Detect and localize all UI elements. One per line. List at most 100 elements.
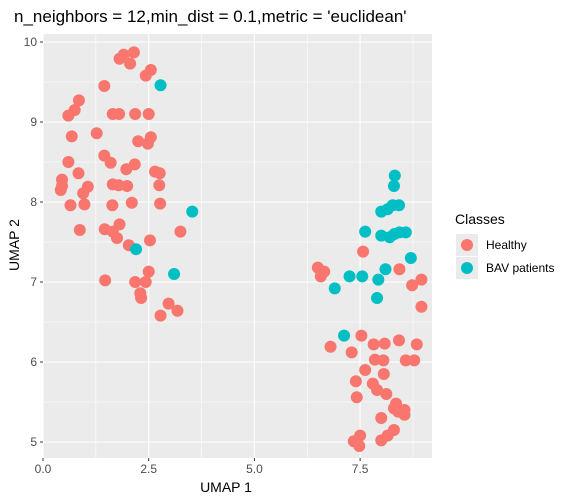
- point-healthy: [124, 57, 137, 70]
- point-healthy: [127, 46, 140, 59]
- point-healthy: [415, 300, 428, 313]
- y-tick-label: 9: [30, 115, 37, 129]
- point-healthy: [142, 265, 155, 278]
- point-healthy: [120, 163, 133, 176]
- x-tick-label: 0.0: [35, 462, 52, 476]
- point-healthy: [129, 276, 142, 288]
- point-healthy: [314, 270, 327, 283]
- point-healthy: [54, 184, 67, 196]
- point-bav-patients: [328, 282, 341, 295]
- legend-label-healthy: Healthy: [486, 238, 527, 252]
- point-healthy: [347, 435, 360, 448]
- point-bav-patients: [388, 169, 401, 182]
- point-healthy: [113, 108, 126, 120]
- point-bav-patients: [359, 225, 372, 238]
- point-healthy: [371, 384, 384, 396]
- point-bav-patients: [393, 199, 406, 212]
- plot-panel: [43, 34, 432, 458]
- y-axis-title: UMAP 2: [6, 219, 22, 271]
- point-healthy: [77, 187, 90, 200]
- point-healthy: [367, 338, 380, 351]
- point-healthy: [139, 276, 152, 288]
- data-points: [54, 46, 428, 452]
- point-bav-patients: [168, 268, 181, 280]
- point-healthy: [174, 225, 187, 238]
- point-healthy: [135, 292, 148, 304]
- y-tick-label: 8: [30, 195, 37, 209]
- point-healthy: [408, 354, 421, 367]
- point-healthy: [377, 368, 390, 380]
- x-tick-label: 2.5: [140, 462, 157, 476]
- point-healthy: [415, 273, 428, 286]
- point-bav-patients: [399, 226, 412, 239]
- point-healthy: [72, 94, 85, 107]
- point-healthy: [359, 364, 372, 376]
- point-healthy: [171, 304, 184, 317]
- point-healthy: [132, 135, 145, 148]
- point-healthy: [113, 52, 126, 65]
- point-healthy: [399, 354, 412, 367]
- point-healthy: [393, 334, 406, 347]
- point-healthy: [143, 234, 156, 247]
- x-tick-label: 7.5: [352, 462, 369, 476]
- point-healthy: [153, 179, 166, 192]
- point-healthy: [90, 127, 103, 140]
- point-healthy: [153, 167, 166, 180]
- legend-key-healthy: [461, 239, 473, 251]
- point-healthy: [406, 279, 419, 292]
- point-bav-patients: [379, 263, 392, 276]
- chart-title: n_neighbors = 12,min_dist = 0.1,metric =…: [14, 7, 407, 26]
- point-bav-patients: [130, 243, 143, 256]
- point-bav-patients: [387, 180, 400, 192]
- point-bav-patients: [343, 270, 356, 283]
- point-healthy: [110, 232, 123, 244]
- point-bav-patients: [356, 270, 369, 283]
- point-healthy: [357, 245, 370, 258]
- point-healthy: [104, 156, 117, 169]
- point-healthy: [99, 274, 112, 287]
- point-healthy: [162, 297, 175, 310]
- x-tick-label: 5.0: [246, 462, 263, 476]
- legend-label-bav-patients: BAV patients: [486, 261, 554, 275]
- point-healthy: [141, 137, 154, 150]
- y-tick-label: 7: [30, 275, 37, 289]
- y-tick-label: 6: [30, 355, 37, 369]
- x-axis: 0.0 2.5 5.0 7.5: [35, 458, 369, 476]
- legend: Classes Healthy BAV patients: [455, 211, 554, 279]
- point-bav-patients: [154, 79, 167, 92]
- point-healthy: [129, 108, 142, 120]
- point-healthy: [345, 346, 358, 359]
- point-bav-patients: [186, 205, 199, 218]
- legend-key-bav-patients: [461, 262, 473, 274]
- point-healthy: [72, 167, 85, 180]
- point-healthy: [154, 197, 167, 210]
- point-bav-patients: [375, 229, 388, 242]
- x-axis-title: UMAP 1: [200, 479, 252, 495]
- point-healthy: [73, 224, 86, 236]
- point-healthy: [112, 179, 125, 192]
- point-healthy: [393, 263, 406, 276]
- point-healthy: [62, 156, 75, 168]
- point-bav-patients: [372, 273, 385, 286]
- point-healthy: [375, 412, 388, 424]
- point-healthy: [398, 408, 411, 421]
- point-healthy: [62, 109, 75, 122]
- point-healthy: [349, 375, 362, 388]
- point-healthy: [378, 337, 391, 350]
- point-bav-patients: [381, 203, 394, 216]
- point-healthy: [410, 338, 423, 351]
- legend-items: Healthy BAV patients: [456, 234, 554, 279]
- point-healthy: [98, 80, 111, 92]
- point-healthy: [350, 391, 363, 404]
- point-healthy: [355, 329, 368, 342]
- point-healthy: [375, 434, 388, 447]
- point-healthy: [65, 130, 78, 143]
- point-healthy: [142, 108, 155, 120]
- point-healthy: [324, 340, 337, 353]
- point-healthy: [380, 388, 393, 400]
- point-healthy: [64, 199, 77, 212]
- y-tick-label: 5: [30, 435, 37, 449]
- y-axis: 5 6 7 8 9 10: [24, 35, 43, 449]
